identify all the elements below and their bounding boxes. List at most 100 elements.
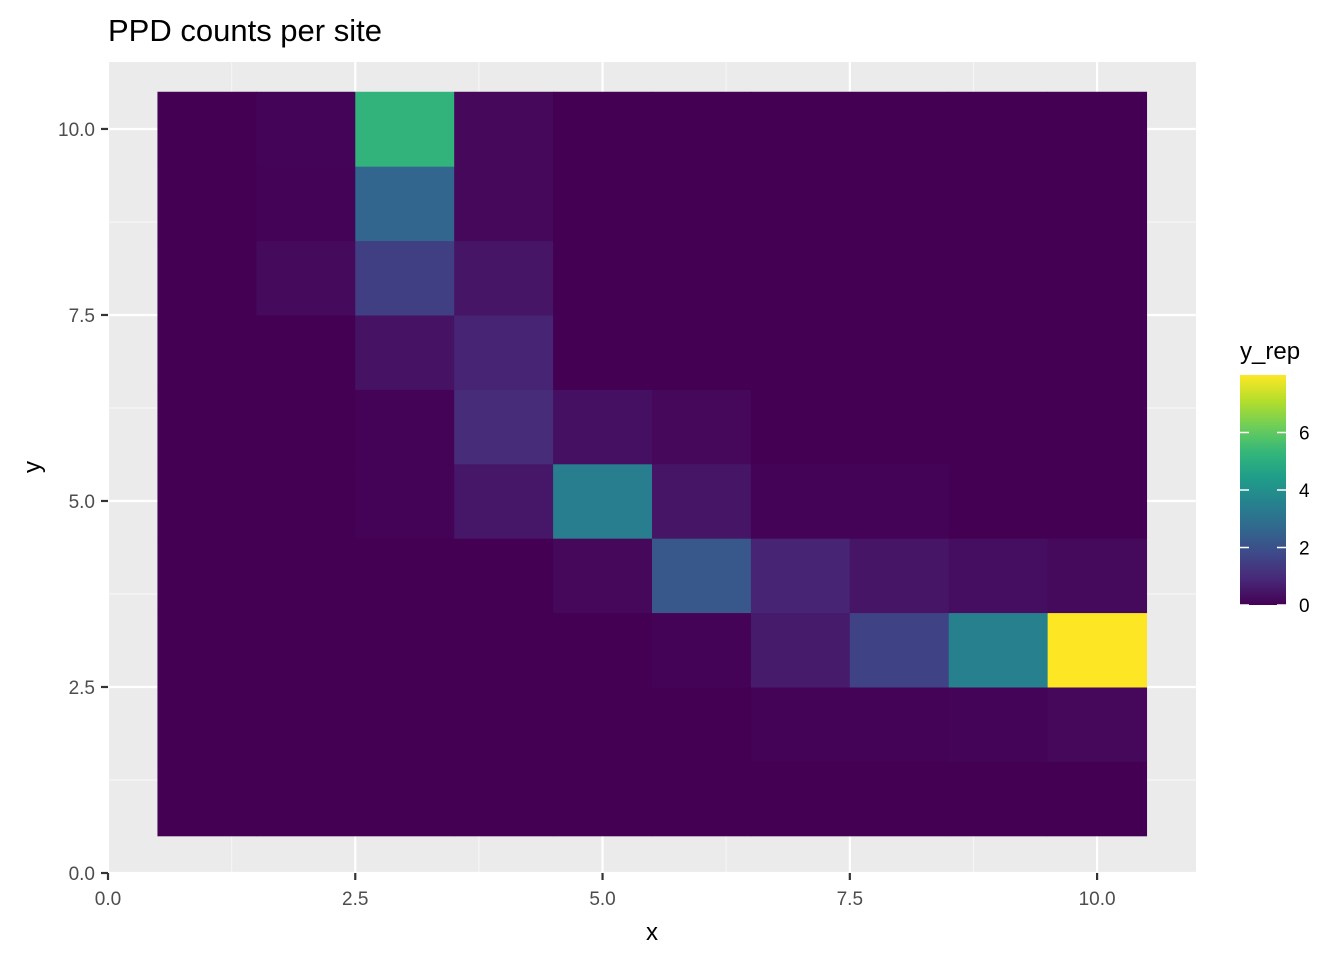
- heatmap-tile: [948, 240, 1049, 316]
- heatmap-tile: [652, 240, 752, 316]
- heatmap-tile: [948, 538, 1049, 614]
- heatmap-tile: [454, 538, 554, 614]
- heatmap-tile: [1047, 686, 1148, 762]
- heatmap-tile: [1047, 240, 1148, 316]
- heatmap-tile: [157, 686, 257, 762]
- heatmap-tile: [849, 463, 950, 539]
- heatmap-tile: [553, 91, 653, 167]
- heatmap-tile: [256, 686, 356, 762]
- heatmap-tile: [256, 240, 356, 316]
- heatmap-tile: [355, 538, 455, 614]
- heatmap-tile: [652, 686, 752, 762]
- heatmap-tile: [948, 166, 1049, 242]
- heatmap-tile: [652, 166, 752, 242]
- x-tick-label: 7.5: [837, 889, 863, 910]
- heatmap-tile: [355, 612, 455, 688]
- heatmap-tile: [750, 166, 851, 242]
- heatmap-tile: [849, 389, 950, 465]
- heatmap-tile: [750, 314, 851, 390]
- y-tick-label: 0.0: [69, 864, 95, 885]
- heatmap-tile: [454, 240, 554, 316]
- heatmap-tile: [652, 314, 752, 390]
- heatmap-tile: [948, 389, 1049, 465]
- heatmap-tile: [256, 612, 356, 688]
- chart-title: PPD counts per site: [108, 13, 382, 48]
- heatmap-tile: [1047, 761, 1148, 837]
- heatmap-tile: [454, 761, 554, 837]
- heatmap-tile: [553, 612, 653, 688]
- heatmap-tile: [157, 389, 257, 465]
- heatmap-tile: [948, 91, 1049, 167]
- heatmap-tile: [652, 463, 752, 539]
- heatmap-tile: [355, 314, 455, 390]
- heatmap-tile: [1047, 389, 1148, 465]
- y-tick-label: 5.0: [69, 492, 95, 513]
- heatmap-tile: [652, 612, 752, 688]
- heatmap-tile: [256, 314, 356, 390]
- y-tick-label: 2.5: [69, 678, 95, 699]
- heatmap-tile: [849, 314, 950, 390]
- heatmap-tile: [1047, 91, 1148, 167]
- color-legend: y_rep 0 2 4 6: [1240, 338, 1310, 617]
- heatmap-tile: [849, 240, 950, 316]
- heatmap-tile: [1047, 612, 1148, 688]
- heatmap-tile: [157, 761, 257, 837]
- heatmap-tile: [454, 612, 554, 688]
- heatmap-tile: [157, 314, 257, 390]
- heatmap-tile: [256, 538, 356, 614]
- heatmap-tile: [948, 612, 1049, 688]
- heatmap-tile: [948, 314, 1049, 390]
- heatmap-tile: [750, 761, 851, 837]
- heatmap-tile: [454, 91, 554, 167]
- heatmap-tile: [849, 612, 950, 688]
- heatmap-tile: [750, 686, 851, 762]
- heatmap-tile: [355, 389, 455, 465]
- heatmap-tile: [849, 761, 950, 837]
- heatmap-tile: [355, 463, 455, 539]
- heatmap-tile: [1047, 463, 1148, 539]
- heatmap-tile: [652, 91, 752, 167]
- heatmap-tile: [256, 91, 356, 167]
- heatmap-tiles: [157, 91, 1148, 837]
- heatmap-tile: [355, 761, 455, 837]
- x-tick-label: 0.0: [95, 889, 121, 910]
- heatmap-tile: [553, 240, 653, 316]
- heatmap-tile: [652, 538, 752, 614]
- heatmap-tile: [454, 314, 554, 390]
- heatmap-tile: [157, 463, 257, 539]
- heatmap-tile: [454, 389, 554, 465]
- heatmap-tile: [849, 686, 950, 762]
- legend-title: y_rep: [1240, 338, 1300, 365]
- heatmap-tile: [553, 686, 653, 762]
- x-axis-title: x: [646, 919, 658, 946]
- heatmap-tile: [948, 463, 1049, 539]
- heatmap-tile: [849, 166, 950, 242]
- heatmap-tile: [454, 686, 554, 762]
- heatmap-tile: [553, 314, 653, 390]
- heatmap-tile: [553, 538, 653, 614]
- heatmap-tile: [355, 240, 455, 316]
- heatmap-tile: [849, 538, 950, 614]
- heatmap-tile: [256, 166, 356, 242]
- heatmap-tile: [355, 166, 455, 242]
- y-axis: 0.0 2.5 5.0 7.5 10.0: [58, 120, 108, 885]
- legend-ticks: 0 2 4 6: [1240, 424, 1310, 617]
- heatmap-tile: [256, 389, 356, 465]
- heatmap-tile: [553, 166, 653, 242]
- heatmap-tile: [157, 612, 257, 688]
- heatmap-tile: [454, 166, 554, 242]
- heatmap-tile: [652, 389, 752, 465]
- legend-tick-label: 0: [1299, 596, 1310, 617]
- legend-tick-label: 2: [1299, 539, 1310, 560]
- heatmap-tile: [750, 538, 851, 614]
- heatmap-tile: [948, 686, 1049, 762]
- heatmap-tile: [454, 463, 554, 539]
- x-tick-label: 2.5: [342, 889, 368, 910]
- heatmap-tile: [652, 761, 752, 837]
- heatmap-tile: [948, 761, 1049, 837]
- heatmap-tile: [750, 240, 851, 316]
- y-tick-label: 10.0: [58, 120, 95, 141]
- heatmap-tile: [355, 91, 455, 167]
- heatmap-tile: [553, 761, 653, 837]
- heatmap-tile: [750, 91, 851, 167]
